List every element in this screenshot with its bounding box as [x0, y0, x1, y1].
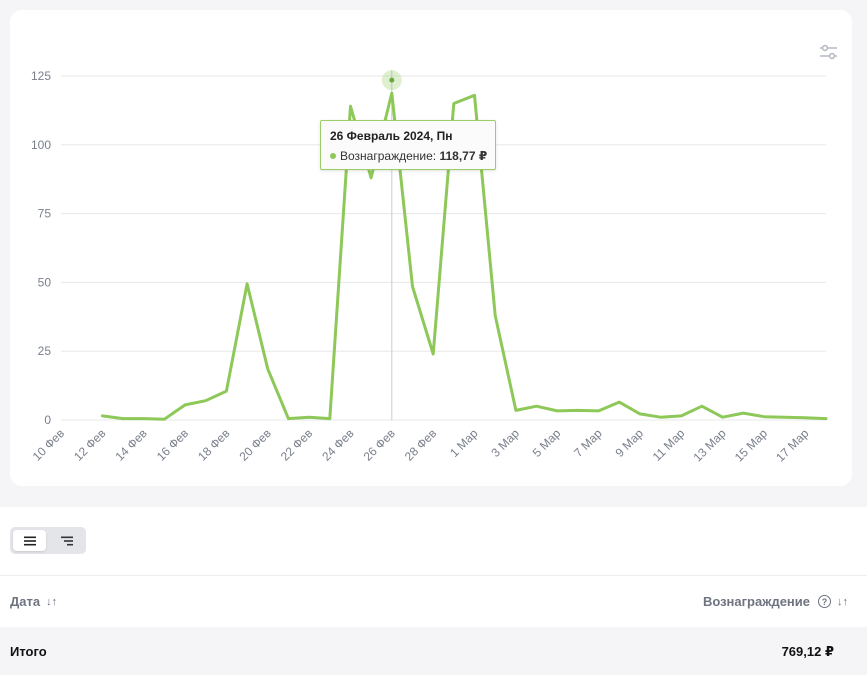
list-view-button[interactable] — [13, 530, 46, 551]
sort-icon: ↓↑ — [46, 595, 58, 608]
x-tick-label: 17 Мар — [773, 426, 812, 465]
x-tick-label: 3 Мар — [488, 426, 522, 460]
x-tick-label: 18 Фев — [195, 426, 232, 463]
sort-icon: ↓↑ — [837, 595, 848, 608]
view-toggle — [10, 527, 86, 554]
highlight-point — [389, 77, 395, 83]
series-dot-icon — [330, 152, 336, 159]
x-tick-label: 12 Фев — [71, 426, 108, 463]
y-tick-label: 50 — [38, 275, 52, 289]
chart-card: 0 25 50 75 100 125 10 Фев 12 Фев 14 Фев 16 Фев 18 … — [10, 10, 852, 486]
list-icon — [23, 536, 36, 545]
x-tick-label: 9 Мар — [612, 426, 646, 460]
x-tick-label: 13 Мар — [690, 426, 729, 465]
tree-icon — [60, 536, 73, 545]
x-tick-label: 5 Мар — [530, 426, 564, 460]
tooltip-row: Вознаграждение: 118,77 ₽ — [330, 149, 488, 163]
x-tick-label: 16 Фев — [154, 426, 191, 463]
chart-tooltip: 26 Февраль 2024, Пн Вознаграждение: 118,… — [320, 120, 496, 170]
tooltip-date: 26 Февраль 2024, Пн — [330, 129, 453, 143]
x-tick-label: 26 Фев — [361, 426, 398, 463]
y-tick-label: 100 — [31, 138, 51, 152]
total-label: Итого — [10, 644, 47, 659]
x-tick-label: 11 Мар — [650, 426, 688, 464]
help-icon[interactable]: ? — [818, 595, 831, 608]
table-section: Дата ↓↑ Вознаграждение ? ↓↑ Итого 769,12… — [0, 507, 867, 676]
column-header-reward[interactable]: Вознаграждение ? ↓↑ — [703, 594, 848, 609]
x-tick-label: 20 Фев — [237, 426, 274, 463]
x-tick-label: 1 Мар — [447, 426, 481, 460]
x-tick-label: 24 Фев — [319, 426, 356, 463]
x-tick-label: 15 Мар — [732, 426, 771, 465]
y-tick-label: 0 — [44, 413, 51, 427]
y-tick-label: 125 — [31, 69, 51, 83]
line-chart: 0 25 50 75 100 125 10 Фев 12 Фев 14 Фев 16 Фев 18 … — [30, 69, 828, 465]
x-tick-label: 28 Фев — [402, 426, 439, 463]
column-header-date-label: Дата — [10, 594, 41, 609]
x-tick-label: 7 Мар — [571, 426, 605, 460]
column-header-reward-label: Вознаграждение — [702, 594, 810, 609]
sliders-icon[interactable] — [818, 43, 840, 63]
divider — [0, 575, 867, 576]
column-header-date[interactable]: Дата ↓↑ — [10, 594, 57, 609]
tooltip-label: Вознаграждение: — [340, 149, 437, 163]
tooltip-value: 118,77 ₽ — [439, 149, 488, 163]
y-tick-label: 25 — [38, 344, 52, 358]
tree-view-button[interactable] — [50, 530, 83, 551]
series-line — [100, 91, 828, 421]
x-tick-label: 22 Фев — [278, 426, 315, 463]
total-value: 769,12 ₽ — [781, 644, 834, 659]
total-row: Итого 769,12 ₽ — [0, 627, 867, 675]
y-tick-label: 75 — [38, 207, 52, 221]
x-tick-label: 14 Фев — [112, 426, 149, 463]
x-tick-label: 10 Фев — [30, 426, 67, 463]
